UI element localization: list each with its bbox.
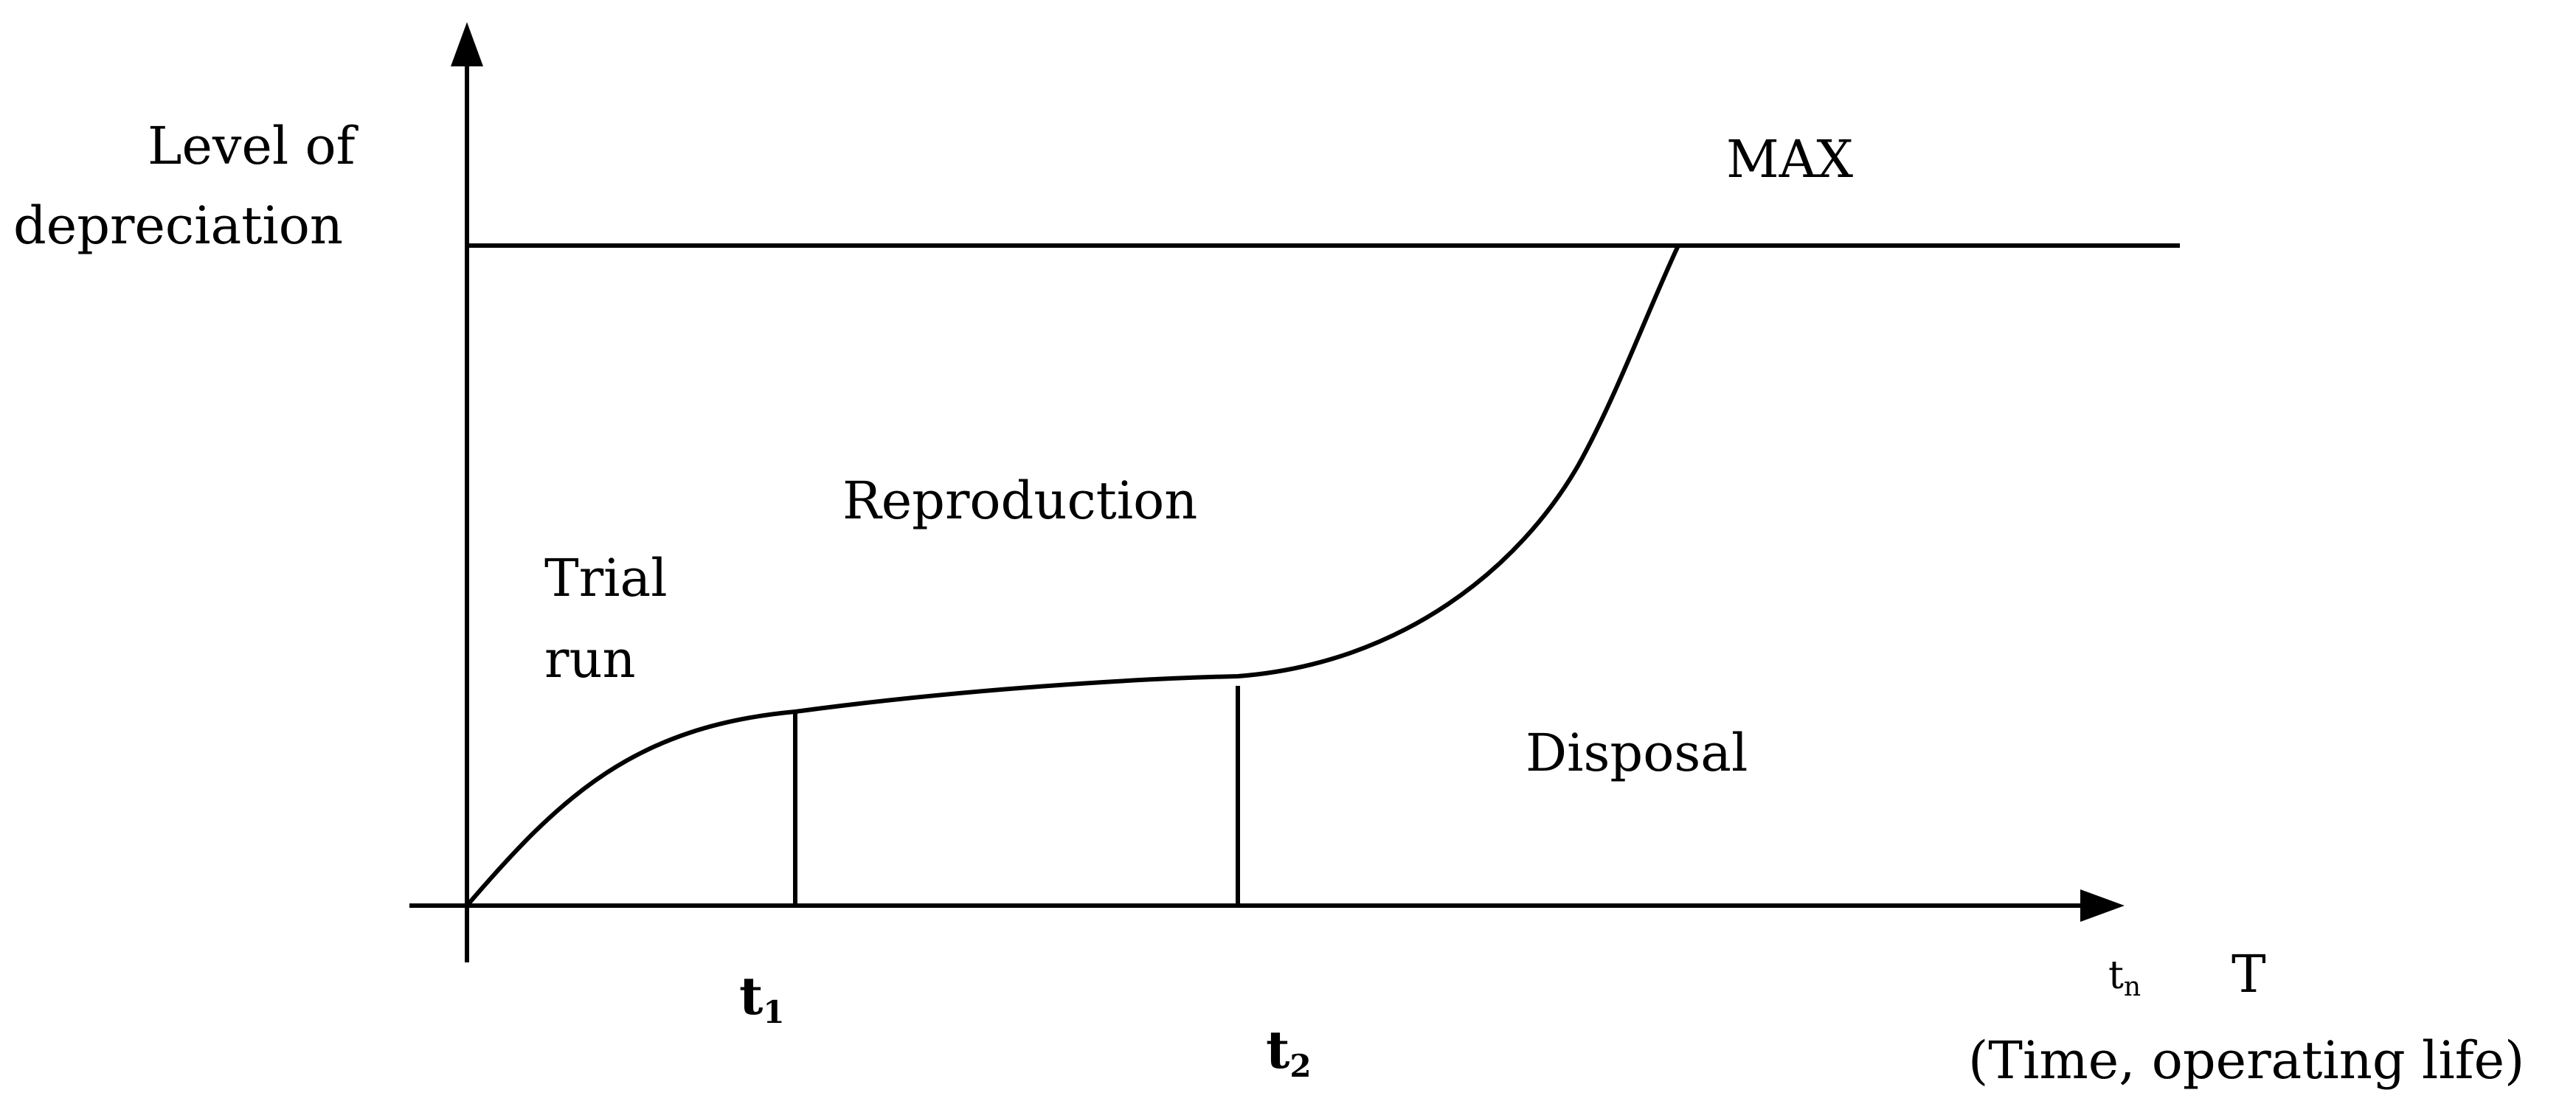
x-axis-arrowhead [2080, 889, 2125, 922]
reproduction-label: Reproduction [842, 471, 1197, 531]
trial-run-label-line2: run [544, 629, 636, 690]
t2-label: t2 [1266, 1019, 1312, 1084]
disposal-label: Disposal [1526, 723, 1748, 783]
tn-label: tn [2108, 954, 2141, 1002]
y-axis-arrowhead [451, 22, 483, 66]
max-label: MAX [1726, 129, 1853, 190]
depreciation-curve [465, 244, 1680, 907]
x-axis-description: (Time, operating life) [1968, 1030, 2524, 1091]
trial-run-label-line1: Trial [544, 548, 668, 608]
t1-label: t1 [739, 965, 785, 1030]
x-axis-letter: T [2232, 944, 2266, 1004]
y-axis-label-line1: Level of [148, 116, 359, 176]
y-axis-label-line2: depreciation [13, 195, 343, 256]
